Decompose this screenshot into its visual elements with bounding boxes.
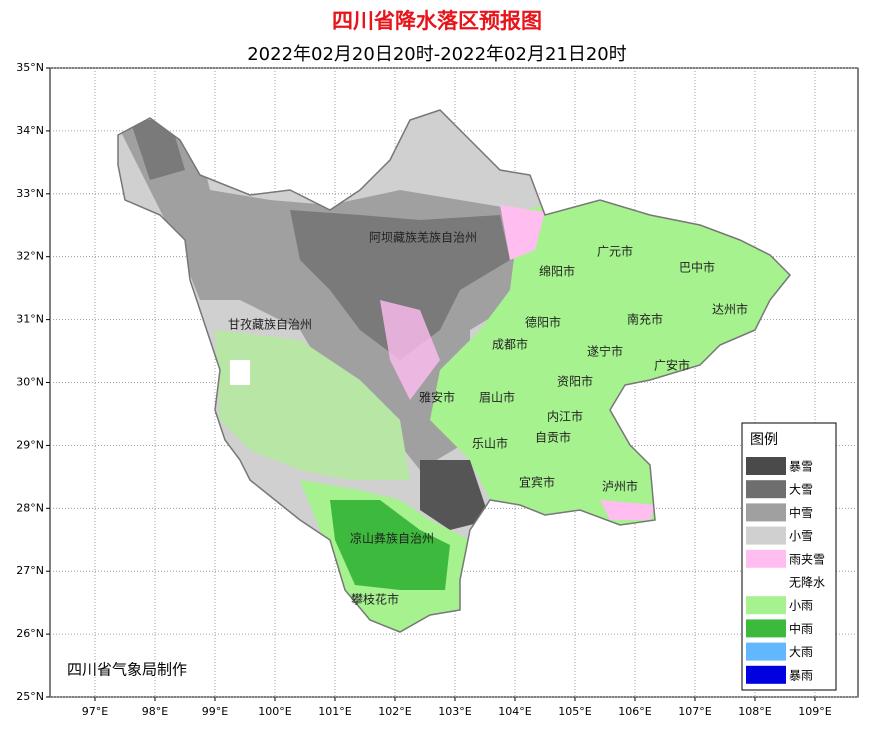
sleet-area	[600, 500, 655, 520]
legend-swatch	[746, 642, 786, 661]
lon-tick-label: 99°E	[202, 705, 228, 718]
heavy-snow-area	[130, 120, 185, 180]
legend-label: 大雨	[789, 645, 813, 659]
legend-swatch	[746, 596, 786, 615]
region-label: 绵阳市	[539, 264, 575, 279]
lon-tick-label: 98°E	[142, 705, 168, 718]
region-label: 德阳市	[525, 315, 561, 330]
legend-label: 雨夹雪	[789, 552, 825, 566]
legend-swatch	[746, 619, 786, 638]
province-border	[117, 109, 792, 633]
legend-label: 大雪	[789, 483, 813, 497]
lon-tick-label: 107°E	[678, 705, 711, 718]
lat-tick-label: 33°N	[16, 187, 44, 200]
legend-title: 图例	[750, 432, 778, 448]
region-label: 广安市	[654, 358, 690, 373]
region-label: 南充市	[627, 312, 663, 327]
lat-tick-label: 25°N	[16, 690, 44, 703]
region-label: 达州市	[712, 302, 748, 317]
legend-swatch	[746, 457, 786, 475]
lat-tick-label: 32°N	[16, 250, 44, 263]
region-label: 凉山彝族自治州	[350, 531, 434, 546]
lat-tick-label: 30°N	[16, 376, 44, 389]
legend-label: 暴雨	[789, 668, 813, 682]
snowstorm-area	[420, 460, 490, 530]
region-label: 巴中市	[679, 260, 715, 275]
no-precip-area	[230, 360, 250, 385]
lon-tick-label: 109°E	[798, 705, 831, 718]
region-label: 泸州市	[602, 479, 638, 494]
legend-swatch	[746, 480, 786, 499]
legend-swatch	[746, 526, 786, 545]
credit: 四川省气象局制作	[67, 661, 187, 679]
region-label: 资阳市	[557, 374, 593, 389]
lat-tick-label: 35°N	[16, 61, 44, 74]
legend-label: 无降水	[789, 576, 825, 590]
lat-tick-label: 26°N	[16, 627, 44, 640]
subtitle: 2022年02月20日20时-2022年02月21日20时	[247, 44, 627, 65]
lon-tick-label: 105°E	[558, 705, 591, 718]
lat-tick-label: 27°N	[16, 564, 44, 577]
lat-tick-label: 31°N	[16, 313, 44, 326]
legend-label: 小雨	[789, 599, 813, 613]
legend-label: 中雨	[789, 621, 813, 636]
title: 四川省降水落区预报图	[332, 9, 542, 33]
region-label: 眉山市	[479, 390, 515, 405]
lon-tick-label: 97°E	[82, 705, 108, 718]
lat-tick-label: 34°N	[16, 124, 44, 137]
lat-tick-label: 29°N	[16, 438, 44, 451]
lon-tick-label: 104°E	[498, 705, 531, 718]
region-label: 宜宾市	[519, 475, 555, 490]
region-label: 甘孜藏族自治州	[228, 318, 312, 332]
lon-tick-label: 102°E	[378, 705, 411, 718]
region-label: 广元市	[597, 244, 633, 259]
lon-tick-label: 101°E	[318, 705, 351, 718]
lon-tick-label: 106°E	[618, 705, 651, 718]
lon-tick-label: 103°E	[438, 705, 471, 718]
legend-swatch	[746, 665, 786, 684]
legend-swatch	[746, 573, 786, 591]
region-label: 遂宁市	[587, 344, 623, 359]
sleet-area	[500, 205, 545, 260]
legend-label: 暴雪	[789, 460, 813, 474]
region-label: 攀枝花市	[351, 592, 399, 607]
region-label: 自贡市	[535, 430, 571, 445]
legend-swatch	[746, 503, 786, 522]
heavy-snow-area	[290, 210, 510, 360]
lat-tick-label: 28°N	[16, 501, 44, 514]
region-label: 阿坝藏族羌族自治州	[369, 231, 477, 245]
region-label: 乐山市	[472, 436, 508, 451]
region-label: 成都市	[492, 337, 528, 352]
region-label: 雅安市	[419, 390, 455, 405]
lon-tick-label: 100°E	[258, 705, 291, 718]
legend-swatch	[746, 549, 786, 568]
legend-label: 中雪	[789, 505, 813, 520]
region-label: 内江市	[547, 409, 583, 424]
lon-tick-label: 108°E	[738, 705, 771, 718]
legend-label: 小雪	[789, 529, 813, 543]
moderate-rain-area	[330, 500, 450, 590]
light-rain-mix-area	[215, 330, 410, 480]
sleet-area	[380, 300, 440, 400]
